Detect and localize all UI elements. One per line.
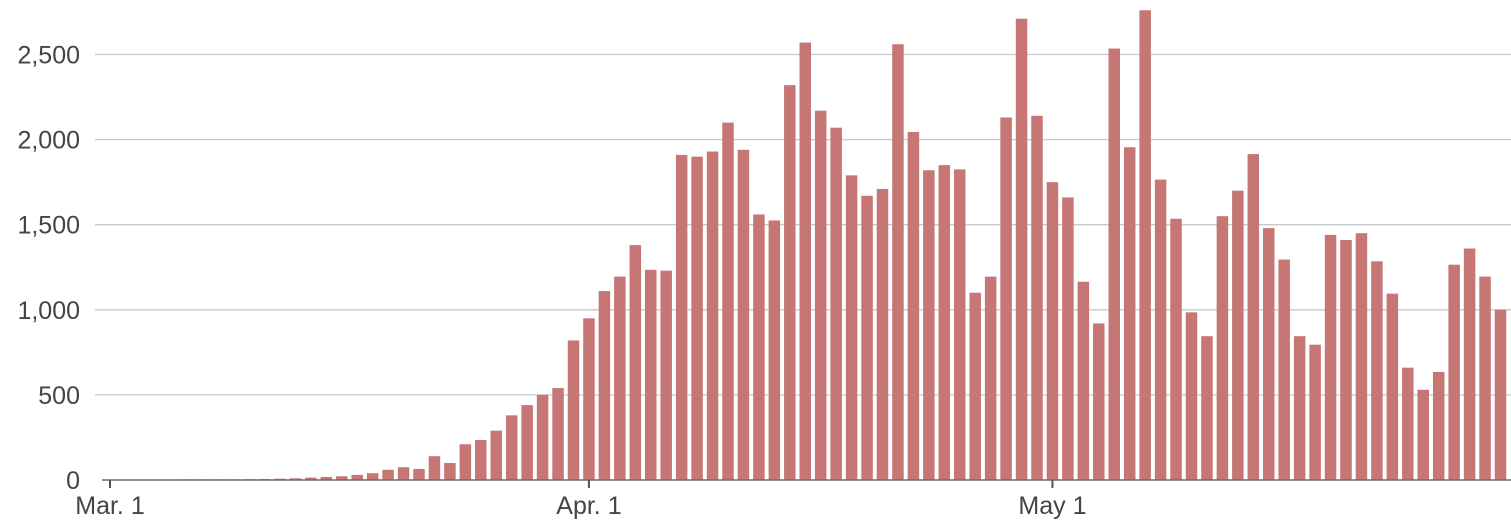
bar xyxy=(1062,197,1074,480)
bar xyxy=(598,291,611,480)
bar xyxy=(289,478,302,480)
bar xyxy=(1371,261,1383,480)
bar xyxy=(954,169,966,480)
bar xyxy=(1263,228,1275,480)
bar xyxy=(1417,389,1429,480)
bar xyxy=(567,340,580,480)
bar xyxy=(1046,182,1059,480)
bar xyxy=(490,430,502,480)
y-tick-label: 1,000 xyxy=(17,297,80,325)
x-axis-ticks: Mar. 1 Apr. 1 May 1 xyxy=(75,480,1086,520)
bar xyxy=(413,468,425,480)
bar xyxy=(799,42,811,480)
bar xyxy=(784,85,796,481)
y-tick-label: 500 xyxy=(38,382,80,410)
bar xyxy=(645,269,657,480)
bar xyxy=(1402,367,1414,480)
bar xyxy=(706,151,719,480)
bar xyxy=(614,276,626,480)
bar xyxy=(1077,281,1090,480)
bar xyxy=(521,405,533,480)
y-tick-label: 0 xyxy=(66,467,80,495)
bar xyxy=(1000,117,1012,480)
bar xyxy=(552,388,564,480)
bar xyxy=(475,440,487,480)
bar xyxy=(1479,276,1491,480)
bar xyxy=(845,175,858,481)
bar xyxy=(1278,259,1290,480)
y-tick-label: 2,500 xyxy=(17,42,80,70)
bar xyxy=(1448,264,1460,480)
bar xyxy=(1139,10,1151,481)
bar xyxy=(629,245,642,480)
bar xyxy=(830,127,842,480)
bar xyxy=(1293,336,1306,480)
x-tick-label: Apr. 1 xyxy=(556,492,621,520)
bar xyxy=(984,276,997,480)
bar xyxy=(1185,312,1198,480)
bar xyxy=(366,473,379,480)
bar xyxy=(753,214,765,480)
bar xyxy=(1216,216,1229,480)
y-tick-label: 2,000 xyxy=(17,127,80,155)
y-tick-label: 1,500 xyxy=(17,212,80,240)
bar xyxy=(1015,18,1028,481)
bar xyxy=(583,318,595,480)
bar xyxy=(1108,48,1120,480)
x-tick-label: Mar. 1 xyxy=(75,492,144,520)
bar xyxy=(428,456,441,480)
x-tick-label: May 1 xyxy=(1018,492,1086,520)
bar xyxy=(1324,234,1337,480)
bar xyxy=(536,394,549,480)
bar xyxy=(737,149,750,480)
bar xyxy=(336,476,348,480)
bar xyxy=(382,469,394,480)
bar xyxy=(660,270,672,480)
bar xyxy=(876,188,889,480)
bar xyxy=(1201,336,1213,480)
bar xyxy=(459,444,472,480)
bar xyxy=(1093,323,1105,480)
bar xyxy=(675,154,688,480)
bar xyxy=(1247,154,1260,480)
bar xyxy=(1494,309,1507,480)
bar xyxy=(1432,371,1445,480)
bar xyxy=(691,156,703,480)
bar xyxy=(1463,248,1476,480)
bar xyxy=(768,220,781,480)
bar xyxy=(923,170,935,480)
bar xyxy=(814,110,827,480)
bar-series xyxy=(104,10,1507,481)
bar xyxy=(969,292,981,480)
bar xyxy=(1355,233,1368,480)
bar xyxy=(938,165,951,480)
bar xyxy=(1170,218,1182,481)
bar xyxy=(505,415,518,480)
bar xyxy=(861,195,873,481)
bar xyxy=(1031,115,1043,480)
bar xyxy=(1123,147,1136,480)
bar xyxy=(1309,344,1321,480)
bar xyxy=(892,44,904,481)
bar xyxy=(397,467,410,480)
bar xyxy=(722,122,734,480)
bar xyxy=(1232,190,1244,480)
y-axis-tick-labels: 0 500 1,000 1,500 2,000 2,500 xyxy=(17,42,80,496)
bar xyxy=(351,474,363,480)
bar xyxy=(1340,240,1352,480)
bar xyxy=(1154,179,1167,481)
bar xyxy=(305,477,317,480)
bar xyxy=(1386,293,1399,480)
bar xyxy=(320,476,333,480)
bar xyxy=(444,462,456,480)
bar xyxy=(907,131,920,481)
